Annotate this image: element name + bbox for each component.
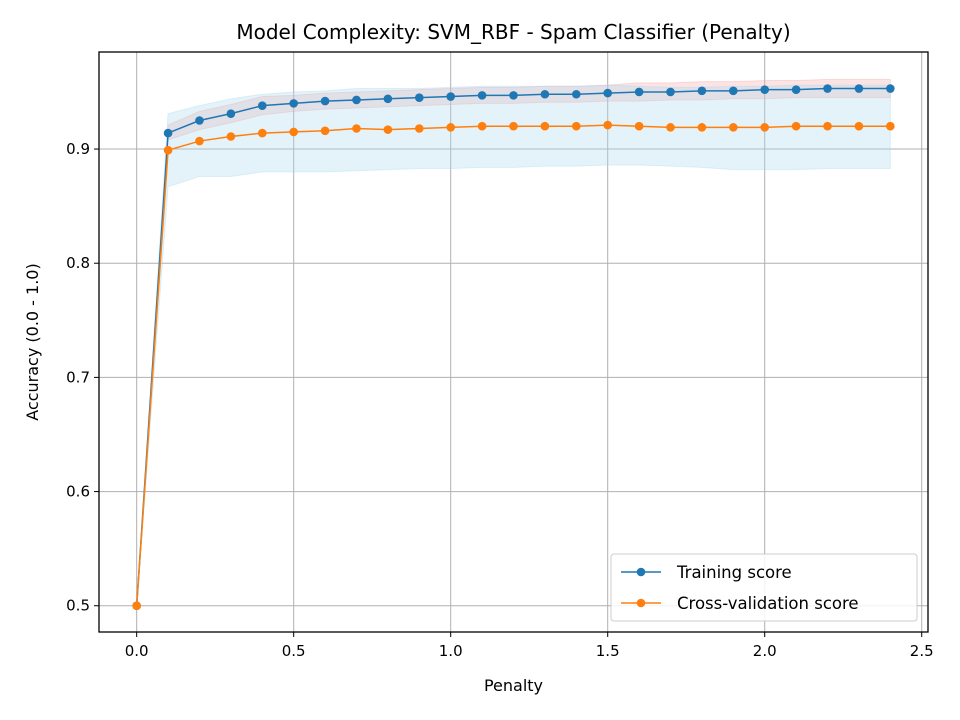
series-2-point [729,123,738,132]
legend-series-2-label: Cross-validation score [677,594,859,613]
series-2-point [477,121,487,131]
legend-series-1-label: Training score [676,563,792,582]
x-tick-label: 0.0 [125,642,149,660]
series-2-point [886,121,895,131]
series-1-point [634,87,644,97]
y-axis-title: Accuracy (0.0 - 1.0) [23,263,42,420]
grid [99,52,928,632]
x-tick-label: 2.5 [910,642,934,660]
series-1-point [729,86,738,96]
series-2-point [540,121,550,131]
x-axis-title: Penalty [484,676,543,695]
series-1-point [163,128,173,138]
series-1-point [509,91,518,100]
series-2-point [603,120,613,130]
series-2-point [226,132,236,141]
series-1-point [823,84,832,93]
series-1-point [289,99,298,108]
axis-ticks: 0.0 0.5 1.0 1.5 2.0 2.5 0.5 0.6 0.7 0.8 0.9 [66,140,934,660]
series-1-point [760,85,770,94]
series-2-point [572,121,581,131]
series-2-point [634,121,644,131]
series-1-point [697,86,707,96]
legend-box [610,553,918,622]
series-1-point [603,88,613,98]
series-1-point [226,109,236,118]
series-2-point [163,145,173,155]
series-2-point [414,124,424,133]
legend: Training score Cross-validation score [610,553,918,622]
x-tick-label: 0.5 [282,642,306,660]
series-1-point [886,84,895,93]
series-1-point [540,89,550,99]
series-1-point [257,101,267,110]
y-tick-label: 0.6 [66,483,90,501]
legend-series-1-swatch-marker [636,567,646,577]
series-1-point [791,85,801,94]
series-2-point [760,123,770,132]
series-1-point [320,96,330,106]
chart-title: Model Complexity: SVM_RBF - Spam Classif… [236,20,790,44]
series-2-point [666,123,675,132]
series-1-point [666,87,675,97]
series-2-point [697,123,707,132]
series-1-point [446,92,455,101]
legend-series-2-swatch-marker [636,598,646,608]
series-1-point [352,95,361,105]
series-2-point [289,127,298,137]
series-1-point [383,94,393,104]
series-2-point [257,128,267,138]
series-markers [132,84,895,611]
series-2-point [132,601,141,611]
y-tick-label: 0.5 [66,597,90,615]
series-2-point [195,136,204,146]
series-2-point [446,123,455,132]
x-tick-label: 2.0 [753,642,777,660]
series-1-point [477,91,487,100]
series-1-point [854,84,864,93]
series-2-point [352,124,361,133]
y-tick-label: 0.7 [66,368,90,386]
y-tick-label: 0.8 [66,254,90,272]
plot-frame [98,51,929,633]
x-tick-label: 1.5 [596,642,620,660]
series-2-point [854,121,864,131]
series-1-point [414,93,424,102]
series-2-point [383,125,393,134]
y-tick-label: 0.9 [66,140,90,158]
series-1-point [572,89,581,99]
series-2-point [791,121,801,131]
series-1-point [195,116,204,125]
series-2-point [320,126,330,136]
series-2-point [509,121,518,131]
x-tick-label: 1.0 [439,642,463,660]
series-2-point [823,121,832,131]
